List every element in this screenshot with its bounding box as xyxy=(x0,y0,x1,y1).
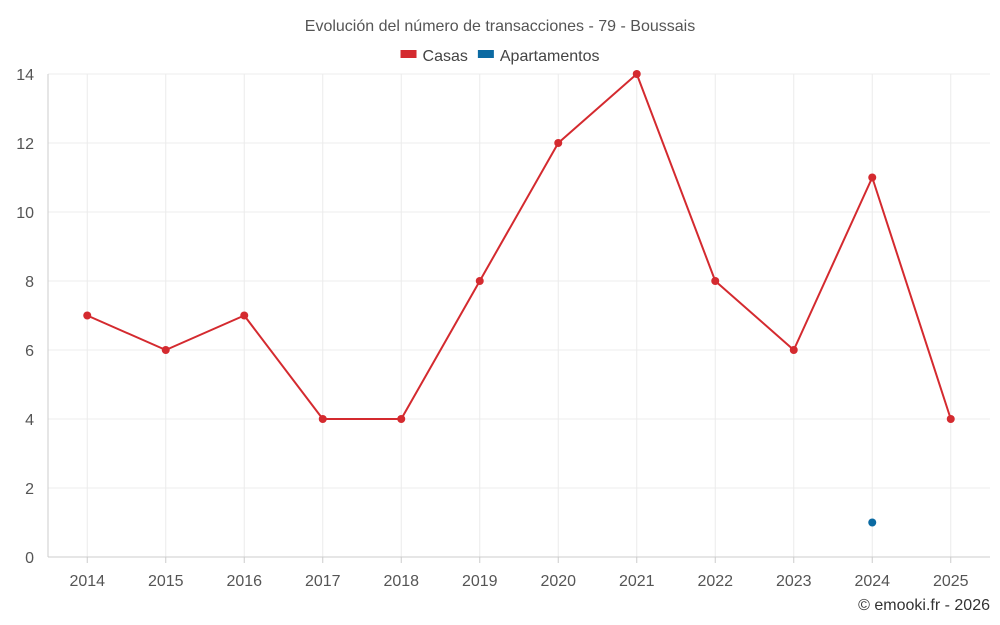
x-tick-label: 2014 xyxy=(69,573,105,590)
data-point-casas[interactable] xyxy=(83,311,92,320)
data-point-casas[interactable] xyxy=(397,415,406,423)
x-tick-label: 2019 xyxy=(462,573,498,590)
data-point-casas[interactable] xyxy=(711,277,720,285)
y-tick-label: 10 xyxy=(16,205,34,222)
data-point-casas[interactable] xyxy=(161,346,170,354)
data-point-casas[interactable] xyxy=(632,70,641,78)
data-point-apartamentos[interactable] xyxy=(868,518,877,527)
x-tick-label: 2023 xyxy=(776,573,812,590)
legend-swatch xyxy=(400,50,417,58)
data-point-casas[interactable] xyxy=(789,346,798,354)
legend-item-apartamentos[interactable]: Apartamentos xyxy=(477,48,600,65)
series-casas xyxy=(83,70,955,423)
y-tick-label: 4 xyxy=(25,412,34,429)
legend-item-casas[interactable]: Casas xyxy=(400,48,468,65)
x-tick-label: 2021 xyxy=(619,573,655,590)
legend: Casas Apartamentos xyxy=(400,48,600,65)
y-tick-label: 8 xyxy=(25,274,34,291)
series-line-casas xyxy=(86,73,952,420)
x-tick-label: 2017 xyxy=(305,573,341,590)
gridlines xyxy=(48,73,990,558)
data-point-casas[interactable] xyxy=(554,139,563,147)
x-tick-label: 2020 xyxy=(540,573,576,590)
data-point-casas[interactable] xyxy=(240,311,249,320)
x-tick-label: 2018 xyxy=(383,573,419,590)
x-tick-label: 2016 xyxy=(226,573,262,590)
data-point-casas[interactable] xyxy=(475,277,484,285)
legend-label: Apartamentos xyxy=(500,48,600,65)
y-tick-label: 14 xyxy=(16,67,34,84)
y-tick-label: 2 xyxy=(25,481,34,498)
data-point-casas[interactable] xyxy=(946,415,955,423)
legend-swatch xyxy=(477,50,494,58)
x-tick-label: 2025 xyxy=(933,573,969,590)
axes: 0 2 4 6 8 10 12 14 2014 2015 2016 2017 2018 2019 2020 2… xyxy=(16,67,990,590)
data-point-casas[interactable] xyxy=(868,173,877,182)
credit-text: © emooki.fr - 2026 xyxy=(858,597,990,614)
series-layer xyxy=(83,70,955,527)
series-apartamentos xyxy=(868,518,877,527)
x-tick-label: 2024 xyxy=(854,573,890,590)
x-tick-label: 2015 xyxy=(148,573,184,590)
legend-label: Casas xyxy=(423,48,468,65)
x-tick-label: 2022 xyxy=(697,573,733,590)
y-tick-label: 0 xyxy=(25,550,34,567)
data-point-casas[interactable] xyxy=(318,415,327,423)
chart-title: Evolución del número de transacciones - … xyxy=(305,18,695,35)
y-tick-label: 12 xyxy=(16,136,34,153)
y-tick-label: 6 xyxy=(25,343,34,360)
